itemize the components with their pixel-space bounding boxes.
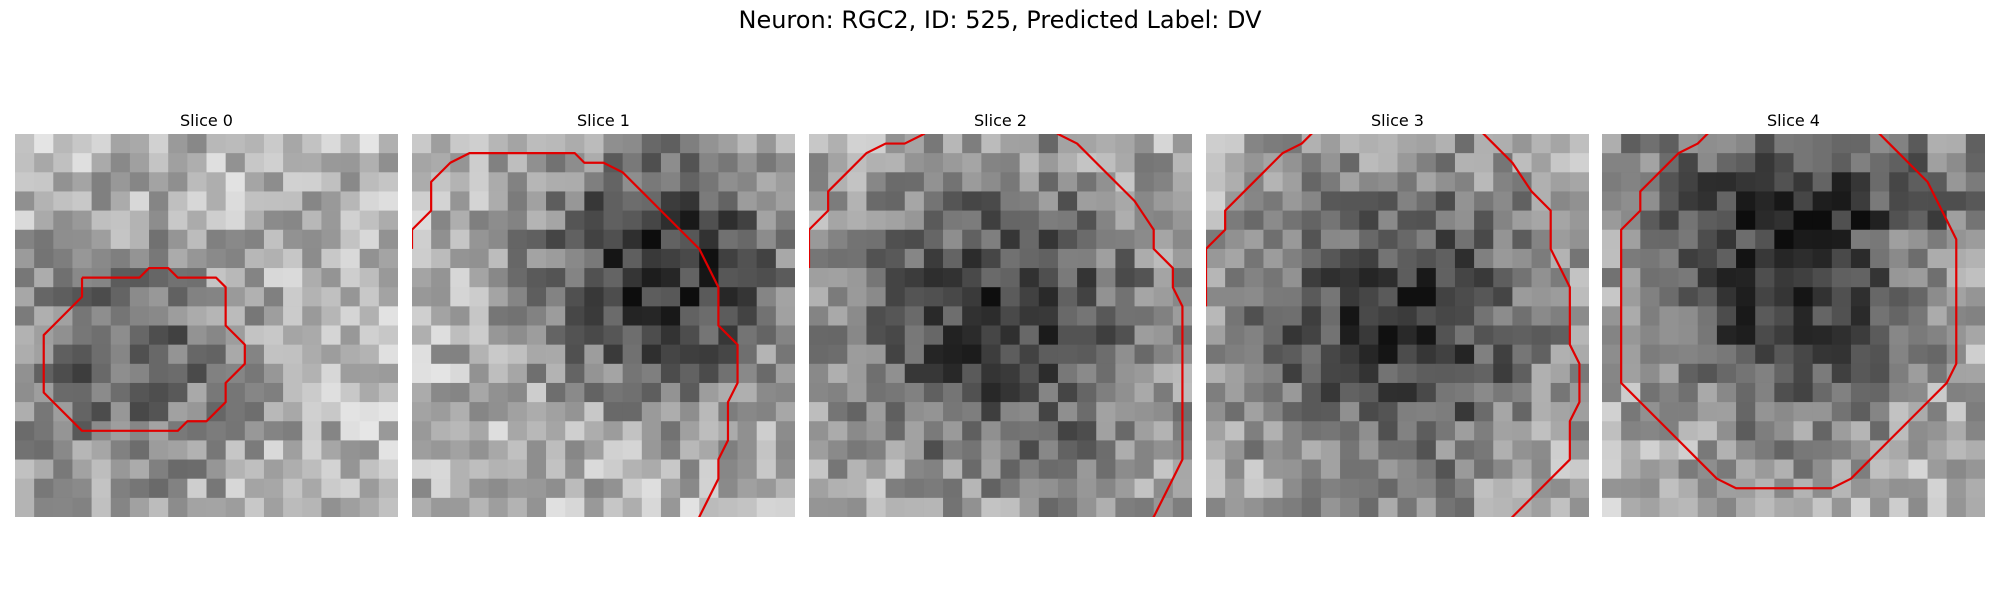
slice-panel-2: Slice 2 xyxy=(809,110,1192,517)
slice-image-3 xyxy=(1206,134,1589,517)
red-contour xyxy=(44,268,245,431)
red-contour xyxy=(809,134,1182,517)
slice-image-0 xyxy=(15,134,398,517)
red-contour xyxy=(1206,134,1579,517)
slice-title: Slice 3 xyxy=(1371,111,1424,130)
slice-image-2 xyxy=(809,134,1192,517)
slice-title: Slice 0 xyxy=(180,111,233,130)
slice-panel-3: Slice 3 xyxy=(1206,110,1589,517)
slice-image-4 xyxy=(1602,134,1985,517)
red-contour xyxy=(1621,134,1956,488)
figure-title: Neuron: RGC2, ID: 525, Predicted Label: … xyxy=(738,6,1262,34)
slice-title: Slice 2 xyxy=(974,111,1027,130)
slice-panel-4: Slice 4 xyxy=(1602,110,1985,517)
slice-image-1 xyxy=(412,134,795,517)
slice-title: Slice 4 xyxy=(1767,111,1820,130)
slice-panel-1: Slice 1 xyxy=(412,110,795,517)
red-contour xyxy=(412,153,738,517)
slice-panel-0: Slice 0 xyxy=(15,110,398,517)
slice-title: Slice 1 xyxy=(577,111,630,130)
